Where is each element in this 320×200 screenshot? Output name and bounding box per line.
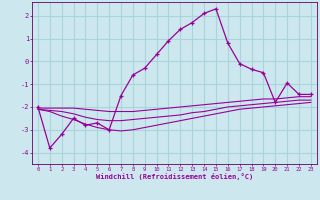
- X-axis label: Windchill (Refroidissement éolien,°C): Windchill (Refroidissement éolien,°C): [96, 173, 253, 180]
